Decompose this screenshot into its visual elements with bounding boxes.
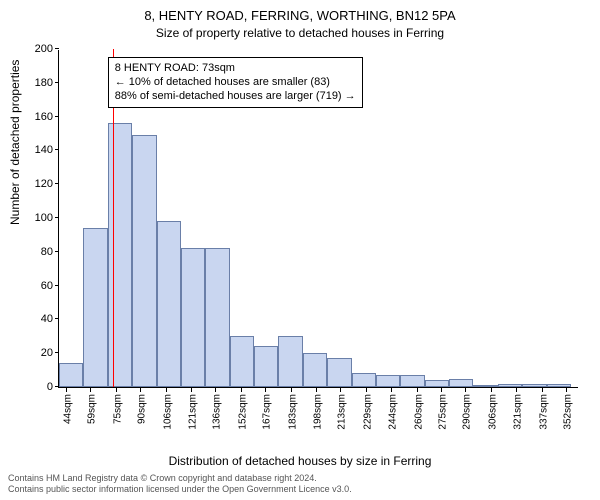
xtick-mark [140,388,141,392]
xtick-label: 183sqm [284,394,299,430]
ytick-label: 100 [35,212,59,224]
yaxis-label: Number of detached properties [8,60,22,225]
histogram-bar [205,248,229,387]
chart-title-sub: Size of property relative to detached ho… [0,26,600,40]
ytick-mark [55,183,59,184]
histogram-bar [59,363,83,387]
footer-attribution: Contains HM Land Registry data © Crown c… [8,473,352,496]
ytick-label: 160 [35,111,59,123]
histogram-bar [498,384,522,387]
xtick-mark [465,388,466,392]
xtick-label: 321sqm [508,394,523,430]
xtick-label: 44sqm [58,394,73,424]
xtick-label: 290sqm [458,394,473,430]
xtick-label: 106sqm [159,394,174,430]
ytick-mark [55,82,59,83]
xtick-label: 244sqm [383,394,398,430]
footer-line-1: Contains HM Land Registry data © Crown c… [8,473,352,485]
xtick-label: 59sqm [82,394,97,424]
xtick-mark [441,388,442,392]
chart-title-main: 8, HENTY ROAD, FERRING, WORTHING, BN12 5… [0,8,600,23]
annotation-box: 8 HENTY ROAD: 73sqm← 10% of detached hou… [108,57,363,108]
xtick-label: 229sqm [359,394,374,430]
footer-line-2: Contains public sector information licen… [8,484,352,496]
xtick-label: 275sqm [433,394,448,430]
histogram-bar [352,373,376,387]
ytick-label: 0 [47,381,59,393]
xtick-mark [241,388,242,392]
xtick-label: 337sqm [534,394,549,430]
xtick-mark [291,388,292,392]
ytick-label: 60 [41,280,59,292]
histogram-bar [376,375,400,387]
histogram-bar [449,379,473,387]
ytick-label: 200 [35,43,59,55]
annotation-line: 8 HENTY ROAD: 73sqm [115,61,356,75]
histogram-bar [547,384,571,387]
histogram-bar [157,221,181,387]
xtick-mark [316,388,317,392]
annotation-line: ← 10% of detached houses are smaller (83… [115,75,356,89]
ytick-mark [55,318,59,319]
xtick-label: 152sqm [234,394,249,430]
xtick-mark [166,388,167,392]
xtick-mark [90,388,91,392]
ytick-label: 120 [35,178,59,190]
xaxis-label: Distribution of detached houses by size … [0,454,600,468]
xtick-mark [366,388,367,392]
xtick-mark [566,388,567,392]
histogram-bar [181,248,205,387]
ytick-mark [55,48,59,49]
xtick-mark [491,388,492,392]
xtick-mark [116,388,117,392]
ytick-label: 20 [41,347,59,359]
xtick-label: 75sqm [108,394,123,424]
ytick-label: 140 [35,144,59,156]
chart-container: 8, HENTY ROAD, FERRING, WORTHING, BN12 5… [0,0,600,500]
ytick-mark [55,251,59,252]
ytick-mark [55,285,59,286]
xtick-label: 213sqm [333,394,348,430]
xtick-mark [215,388,216,392]
xtick-mark [265,388,266,392]
xtick-mark [516,388,517,392]
histogram-bar [473,385,497,387]
xtick-label: 260sqm [409,394,424,430]
ytick-label: 180 [35,77,59,89]
histogram-bar [278,336,302,387]
ytick-mark [55,217,59,218]
ytick-mark [55,352,59,353]
xtick-mark [191,388,192,392]
plot-area: 02040608010012014016018020044sqm59sqm75s… [58,50,578,388]
histogram-bar [108,123,132,387]
xtick-mark [417,388,418,392]
histogram-bar [522,384,546,387]
histogram-bar [83,228,107,387]
xtick-label: 136sqm [208,394,223,430]
histogram-bar [132,135,156,387]
ytick-mark [55,149,59,150]
ytick-mark [55,116,59,117]
xtick-label: 198sqm [308,394,323,430]
histogram-bar [327,358,351,387]
histogram-bar [303,353,327,387]
xtick-label: 90sqm [133,394,148,424]
histogram-bar [230,336,254,387]
histogram-bar [254,346,278,387]
ytick-label: 80 [41,246,59,258]
ytick-label: 40 [41,313,59,325]
annotation-line: 88% of semi-detached houses are larger (… [115,89,356,103]
histogram-bar [425,380,449,387]
xtick-label: 306sqm [484,394,499,430]
xtick-mark [542,388,543,392]
xtick-label: 352sqm [559,394,574,430]
xtick-mark [340,388,341,392]
xtick-label: 121sqm [183,394,198,430]
histogram-bar [400,375,424,387]
xtick-label: 167sqm [258,394,273,430]
xtick-mark [391,388,392,392]
xtick-mark [66,388,67,392]
